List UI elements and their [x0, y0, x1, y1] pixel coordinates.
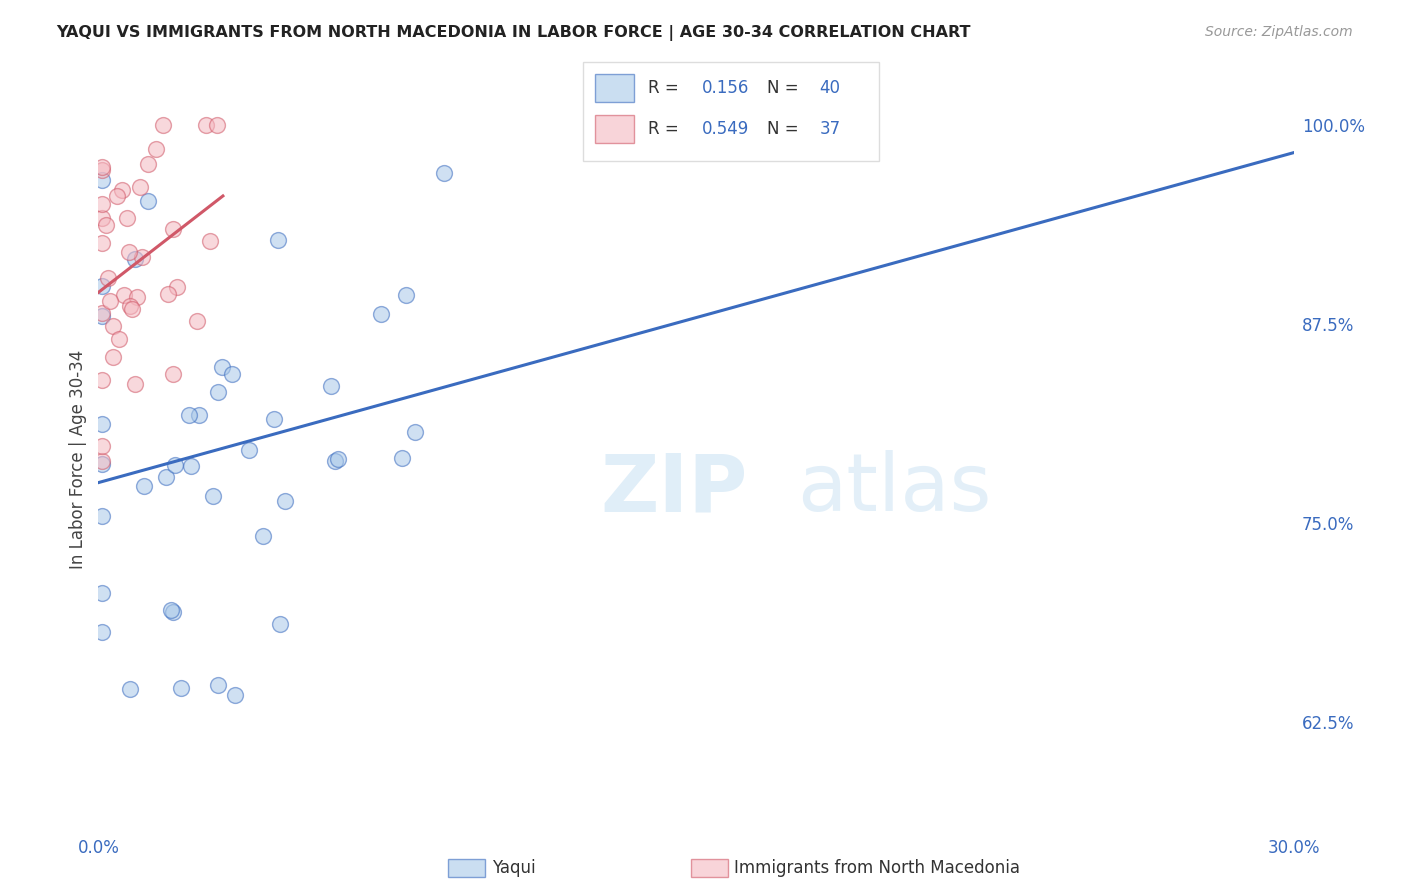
Point — [120, 299, 142, 313]
Point — [91, 508, 114, 523]
Point — [155, 470, 177, 484]
Point — [91, 439, 114, 453]
Bar — [690, 858, 728, 878]
Text: 40: 40 — [820, 79, 841, 97]
Point — [118, 245, 141, 260]
Point — [221, 367, 243, 381]
Point — [205, 118, 228, 132]
Point — [321, 379, 343, 393]
Point — [91, 172, 114, 186]
Point — [391, 450, 413, 465]
Point — [263, 412, 285, 426]
Text: YAQUI VS IMMIGRANTS FROM NORTH MACEDONIA IN LABOR FORCE | AGE 30-34 CORRELATION : YAQUI VS IMMIGRANTS FROM NORTH MACEDONIA… — [56, 25, 970, 41]
Point — [201, 489, 224, 503]
Point — [252, 528, 274, 542]
Text: N =: N = — [766, 120, 803, 138]
Point — [160, 603, 183, 617]
Text: 0.549: 0.549 — [702, 120, 749, 138]
Point — [125, 290, 148, 304]
Point — [433, 166, 456, 180]
Point — [132, 479, 155, 493]
Point — [91, 417, 114, 432]
Point — [180, 459, 202, 474]
Point — [124, 376, 146, 391]
Point — [91, 454, 114, 468]
Point — [98, 293, 121, 308]
Point — [124, 252, 146, 266]
Point — [112, 288, 135, 302]
Point — [91, 211, 114, 225]
Point — [136, 157, 159, 171]
Point — [224, 689, 246, 703]
Text: 0.156: 0.156 — [702, 79, 749, 97]
Point — [166, 280, 188, 294]
Point — [131, 250, 153, 264]
FancyBboxPatch shape — [583, 62, 879, 161]
Point — [323, 454, 346, 468]
Point — [91, 278, 114, 293]
Point — [170, 681, 193, 696]
Point — [91, 196, 114, 211]
Point — [115, 211, 138, 225]
Point — [326, 451, 349, 466]
Point — [118, 681, 141, 696]
Point — [111, 183, 134, 197]
Point — [152, 118, 174, 132]
Point — [105, 189, 128, 203]
Text: 37: 37 — [820, 120, 841, 138]
Point — [97, 271, 120, 285]
Point — [162, 368, 184, 382]
Point — [207, 385, 229, 400]
Point — [163, 458, 186, 472]
Point — [156, 287, 179, 301]
Point — [266, 233, 288, 247]
Bar — [447, 858, 485, 878]
Text: Immigrants from North Macedonia: Immigrants from North Macedonia — [734, 859, 1021, 877]
Point — [91, 625, 114, 640]
Text: N =: N = — [766, 79, 803, 97]
Point — [91, 373, 114, 387]
Point — [121, 302, 143, 317]
Point — [91, 160, 114, 174]
Point — [207, 678, 229, 692]
Point — [269, 616, 291, 631]
Bar — [595, 115, 634, 143]
Bar — [595, 74, 634, 102]
Text: Yaqui: Yaqui — [492, 859, 536, 877]
Point — [198, 234, 221, 248]
Point — [162, 222, 184, 236]
Point — [129, 180, 152, 194]
Point — [145, 142, 167, 156]
Text: Source: ZipAtlas.com: Source: ZipAtlas.com — [1205, 25, 1353, 39]
Text: R =: R = — [648, 120, 685, 138]
Point — [91, 586, 114, 600]
Point — [211, 359, 233, 374]
Point — [91, 309, 114, 323]
Point — [103, 319, 125, 334]
Point — [96, 218, 118, 232]
Point — [108, 332, 131, 346]
Point — [91, 457, 114, 471]
Y-axis label: In Labor Force | Age 30-34: In Labor Force | Age 30-34 — [69, 350, 87, 569]
Point — [195, 118, 218, 132]
Point — [238, 443, 260, 458]
Point — [404, 425, 426, 439]
Point — [186, 314, 208, 328]
Point — [395, 288, 418, 302]
Point — [91, 162, 114, 177]
Point — [370, 307, 392, 321]
Text: atlas: atlas — [797, 450, 991, 528]
Point — [162, 605, 184, 619]
Point — [136, 194, 159, 208]
Text: R =: R = — [648, 79, 685, 97]
Point — [274, 494, 297, 508]
Point — [177, 408, 200, 422]
Point — [91, 306, 114, 320]
Point — [103, 351, 125, 365]
Point — [187, 409, 209, 423]
Text: ZIP: ZIP — [600, 450, 748, 528]
Point — [91, 236, 114, 251]
